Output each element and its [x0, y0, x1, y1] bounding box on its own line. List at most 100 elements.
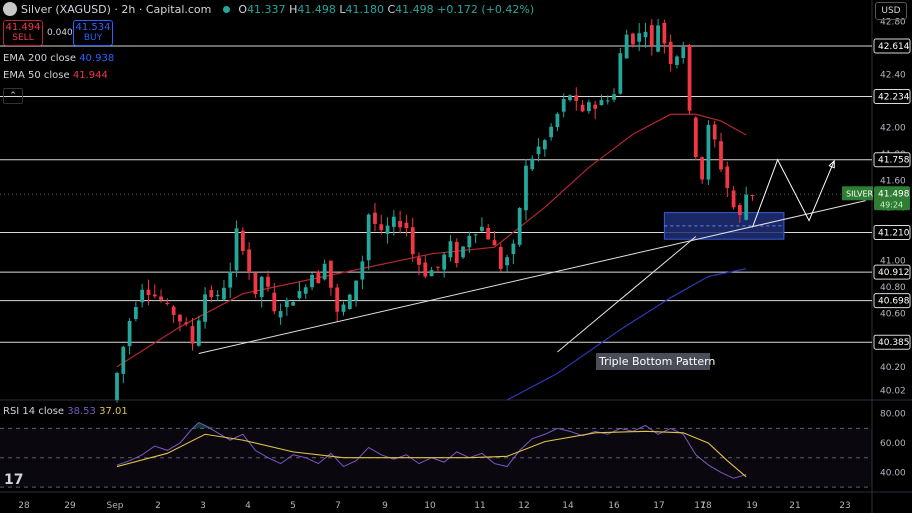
candle-body: [725, 166, 730, 188]
candle-body: [190, 326, 195, 344]
candle-body: [146, 289, 151, 296]
time-tick-label: 5: [290, 501, 296, 511]
ema-lines: [116, 113, 747, 401]
candle-body: [228, 271, 233, 288]
rsi-tick-label: 60.00: [880, 439, 906, 449]
sell-price: 41.494: [5, 22, 41, 33]
buy-price: 41.534: [75, 22, 111, 33]
time-tick-label: 10: [424, 501, 436, 511]
rsi-pane: [0, 421, 872, 488]
candles: [115, 18, 755, 403]
level-tag: [873, 152, 911, 168]
candle-body: [215, 294, 220, 297]
level-tag: [873, 264, 911, 280]
countdown-label: 49:24: [880, 200, 903, 209]
candle-body: [203, 294, 207, 322]
candle-body: [240, 230, 245, 251]
price-axis[interactable]: 40.0240.2040.4040.6040.8041.0041.2041.40…: [842, 17, 911, 478]
candle-body: [121, 346, 126, 374]
candle-body: [329, 260, 333, 288]
sell-button[interactable]: 41.494 SELL: [3, 20, 43, 46]
time-tick-label: 12: [518, 501, 529, 511]
annotation-arrow: [557, 236, 697, 353]
candle-body: [561, 99, 566, 112]
level-label: 40.698: [878, 297, 910, 307]
symbol-tag: [842, 186, 873, 201]
rsi-tick-label: 80.00: [880, 410, 906, 420]
price-tick-label: 42.80: [880, 17, 906, 27]
candle-body: [322, 263, 327, 280]
ema200-line: [506, 268, 747, 401]
symbol-tag-label: SILVER: [846, 189, 874, 198]
candle-body: [737, 205, 742, 216]
candle-body: [159, 296, 163, 300]
candle-body: [486, 228, 491, 240]
candle-body: [398, 221, 403, 228]
candle-body: [473, 234, 478, 236]
rsi-legend[interactable]: RSI 14 close 38.53 37.01: [3, 406, 128, 417]
rsi-overbought-fill: [179, 422, 218, 429]
candle-body: [681, 47, 686, 59]
candle-body: [492, 240, 497, 246]
candle-body: [693, 117, 698, 157]
drawings: Triple Bottom Pattern: [198, 158, 866, 370]
ema200-legend[interactable]: EMA 200 close 40.938: [3, 53, 114, 64]
candle-body: [656, 25, 660, 52]
candle-body: [417, 257, 421, 265]
candle-body: [505, 257, 509, 266]
candle-body: [196, 320, 201, 346]
time-tick-label: 9: [382, 501, 388, 511]
buy-button[interactable]: 41.534 BUY: [73, 20, 113, 46]
candle-body: [335, 287, 340, 312]
ema50-legend[interactable]: EMA 50 close 41.944: [3, 70, 108, 81]
currency-button[interactable]: USD: [875, 2, 907, 20]
candle-body: [719, 141, 723, 170]
level-tag: [873, 88, 911, 104]
collapse-legend-button[interactable]: ⌃: [3, 88, 23, 104]
level-label: 40.385: [878, 338, 910, 348]
candle-body: [744, 194, 749, 220]
candle-body: [222, 287, 226, 300]
candle-body: [675, 56, 679, 66]
candle-body: [253, 272, 258, 295]
candle-body: [555, 113, 560, 128]
candle-body: [687, 44, 692, 111]
time-tick-label: 21: [789, 501, 800, 511]
candle-body: [461, 246, 465, 258]
candle-body: [209, 290, 214, 298]
sell-label: SELL: [12, 33, 34, 43]
candle-body: [700, 157, 705, 180]
price-tick-label: 40.20: [880, 363, 906, 373]
ema200-label: EMA 200 close: [3, 53, 76, 64]
ascending-trendline: [198, 200, 866, 354]
spread-value: 0.040: [47, 28, 73, 38]
candle-body: [152, 294, 157, 297]
close-label: C: [387, 2, 396, 16]
level-tag: [873, 225, 911, 241]
ema200-value: 40.938: [79, 53, 115, 64]
candle-body: [259, 276, 264, 297]
time-tick-label: 17: [653, 501, 664, 511]
candle-body: [480, 226, 484, 231]
price-tick-label: 41.00: [880, 256, 906, 266]
candle-body: [347, 294, 352, 310]
time-tick-label: 19: [746, 501, 758, 511]
symbol-title[interactable]: Silver (XAGUSD) · 2h · Capital.com: [21, 2, 212, 16]
candle-body: [637, 33, 642, 42]
candle-body: [429, 270, 434, 277]
candle-body: [524, 165, 528, 211]
time-tick-label: 4: [245, 501, 251, 511]
rsi-ma-line: [116, 430, 747, 478]
ema50-value: 41.944: [72, 70, 108, 81]
candle-body: [373, 212, 377, 224]
candle-body: [316, 271, 321, 284]
low-label: L: [339, 2, 346, 16]
candle-body: [454, 241, 459, 264]
annotation-text: Triple Bottom Pattern: [598, 355, 715, 368]
projection-path: [751, 158, 835, 228]
candle-body: [536, 146, 541, 155]
candle-body: [303, 287, 308, 294]
candle-body: [247, 249, 252, 272]
